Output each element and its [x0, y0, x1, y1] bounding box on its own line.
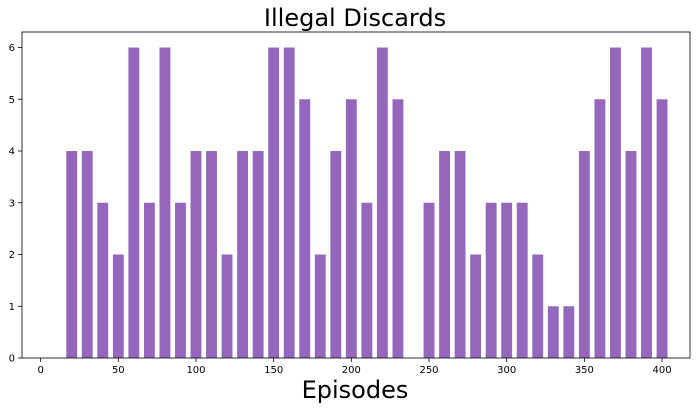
bar	[314, 254, 326, 358]
bar	[81, 151, 93, 358]
bar	[532, 254, 544, 358]
bar	[361, 202, 373, 358]
chart-title: Illegal Discards	[264, 4, 446, 32]
y-axis-ticks: 0 1 2 3 4 5 6	[9, 43, 22, 365]
bar	[641, 47, 652, 359]
x-tick-label: 50	[112, 365, 125, 376]
bar	[97, 202, 109, 358]
bar	[330, 151, 342, 358]
x-tick-label: 100	[186, 365, 205, 376]
x-tick-label: 400	[652, 365, 671, 376]
bar	[268, 47, 280, 359]
bars-group	[66, 47, 668, 359]
bar	[439, 151, 450, 358]
y-tick-label: 1	[9, 302, 15, 313]
bar	[578, 151, 590, 358]
plot-frame	[21, 31, 691, 359]
bar	[609, 47, 621, 359]
bar	[501, 202, 513, 358]
bar	[283, 47, 295, 359]
bar	[625, 151, 637, 358]
x-tick-label: 250	[419, 365, 438, 376]
bar	[206, 151, 217, 358]
bar	[252, 151, 264, 358]
bar	[454, 151, 466, 358]
y-tick-label: 5	[9, 95, 15, 106]
bar	[423, 202, 435, 358]
y-tick-label: 2	[9, 250, 15, 261]
y-tick-label: 4	[9, 147, 15, 158]
x-tick-label: 150	[264, 365, 283, 376]
bar	[237, 151, 249, 358]
bar	[656, 99, 668, 359]
y-tick-label: 0	[9, 354, 15, 365]
bar	[392, 99, 404, 359]
x-tick-label: 300	[497, 365, 516, 376]
bar	[66, 151, 78, 358]
bar	[470, 254, 482, 358]
bar	[221, 254, 233, 358]
bar	[594, 99, 606, 359]
x-tick-label: 200	[342, 365, 361, 376]
bar	[299, 99, 311, 359]
bar	[190, 151, 202, 358]
bar	[159, 47, 171, 359]
x-tick-label: 0	[37, 365, 43, 376]
bar	[143, 202, 155, 358]
bar	[547, 306, 559, 358]
bar	[376, 47, 388, 359]
bar	[516, 202, 528, 358]
y-tick-label: 6	[9, 43, 15, 54]
bar	[112, 254, 124, 358]
bar	[345, 99, 357, 359]
bar	[563, 306, 575, 358]
y-tick-label: 3	[9, 198, 15, 209]
bar	[128, 47, 140, 359]
x-axis-label: Episodes	[302, 376, 409, 404]
bar	[485, 202, 497, 358]
x-tick-label: 350	[575, 365, 594, 376]
bar	[175, 202, 186, 358]
x-axis-ticks: 0 50 100 150 200 250 300 350 400	[37, 358, 672, 376]
